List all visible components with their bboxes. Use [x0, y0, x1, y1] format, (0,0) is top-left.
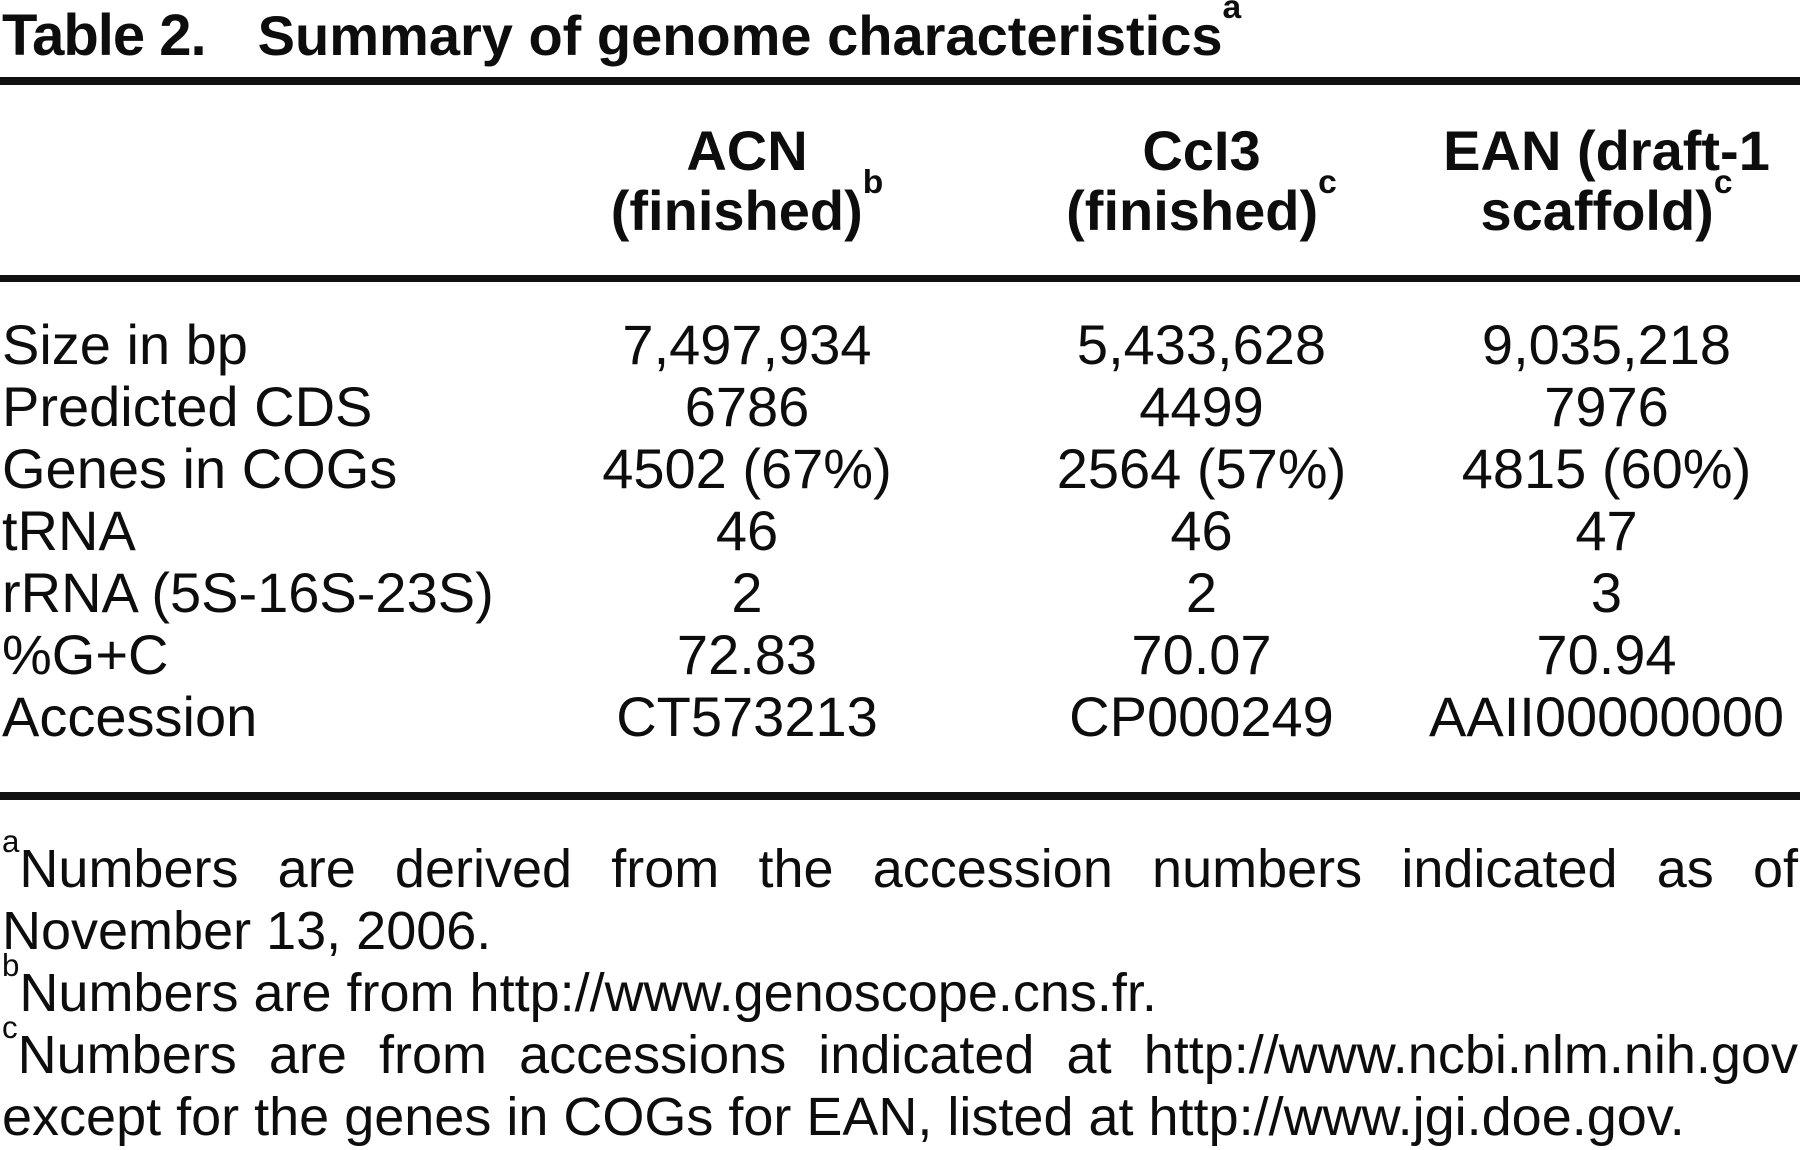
cell-value: 3: [1590, 561, 1623, 624]
table-row-size: Size in bp 7,497,934 5,433,628 9,035,218: [0, 279, 1800, 377]
cell-value: 9,035,218: [1481, 313, 1732, 376]
row-label: tRNA: [2, 499, 136, 562]
table-caption: Table 2. Summary of genome characteristic…: [0, 0, 1800, 85]
table-row-genes-in-cogs: Genes in COGs 4502 (67%) 2564 (57%) 4815…: [0, 438, 1800, 500]
table-row-accession: Accession CT573213 CP000249 AAII00000000: [0, 686, 1800, 800]
cell-value: CP000249: [990, 686, 1413, 800]
column-header-line1: ACN: [686, 119, 808, 182]
cell-value: 6786: [684, 375, 810, 438]
column-header-line2-text: scaffold): [1480, 179, 1714, 242]
cell-value: 4499: [1139, 375, 1264, 438]
footnote-c: cNumbers are from accessions indicated a…: [2, 1012, 1798, 1148]
column-header-line1: CcI3: [1142, 119, 1261, 182]
footnote-marker-a: a: [2, 823, 20, 859]
footnote-marker-c: c: [2, 1009, 18, 1045]
row-label: Predicted CDS: [2, 375, 373, 438]
column-header-acn: ACN (finished)b: [504, 85, 990, 282]
row-label: Genes in COGs: [2, 437, 398, 500]
cell-value: CT573213: [504, 686, 990, 800]
cell-value: 72.83: [676, 623, 818, 686]
table-row-rrna: rRNA (5S-16S-23S) 2 2 3: [0, 562, 1800, 624]
column-header-ean: EAN (draft-1 scaffold)c: [1413, 85, 1800, 282]
column-header-line2: scaffold)c: [1480, 166, 1732, 242]
cell-value: 2: [731, 561, 763, 624]
footnote-b: bNumbers are from http://www.genoscope.c…: [2, 950, 1798, 1024]
header-row: ACN (finished)b CcI3 (finished)c EAN (dr…: [0, 85, 1800, 282]
footnote-c-text: Numbers are from accessions indicated at…: [2, 1025, 1798, 1147]
footnote-b-text: Numbers are from http://www.genoscope.cn…: [19, 963, 1157, 1023]
table-title: Summary of genome characteristicsa: [257, 0, 1242, 68]
table-title-text: Summary of genome characteristics: [257, 4, 1223, 67]
row-label: rRNA (5S-16S-23S): [2, 561, 494, 624]
column-header-line2: (finished)b: [610, 166, 884, 242]
table-number: Table 2.: [2, 3, 207, 68]
table-row-predicted-cds: Predicted CDS 6786 4499 7976: [0, 376, 1800, 438]
footnote-a: aNumbers are derived from the accession …: [2, 826, 1798, 962]
column-header-line2-text: (finished): [610, 179, 863, 242]
cell-value: 7976: [1544, 375, 1669, 438]
column-footnote-marker: c: [1318, 163, 1337, 201]
cell-value: 7,497,934: [622, 313, 872, 376]
column-footnote-marker: c: [1713, 163, 1733, 201]
table-row-trna: tRNA 46 46 47: [0, 500, 1800, 562]
cell-value: 4502 (67%): [602, 437, 892, 500]
cell-value: 2: [1185, 561, 1218, 624]
footnote-a-text: Numbers are derived from the accession n…: [2, 839, 1798, 961]
column-footnote-marker: b: [862, 163, 884, 201]
column-header-line1: EAN (draft-1: [1443, 119, 1770, 182]
table-row-gc-percent: %G+C 72.83 70.07 70.94: [0, 624, 1800, 686]
cell-value: 4815 (60%): [1461, 437, 1752, 500]
footnote-marker-b: b: [2, 947, 20, 983]
cell-value: 70.94: [1536, 623, 1677, 686]
cell-value: 47: [1575, 499, 1638, 562]
cell-value: AAII00000000: [1413, 686, 1800, 800]
cell-value: 46: [715, 499, 779, 562]
header-cell-empty: [0, 85, 504, 282]
table-title-footnote-marker: a: [1222, 0, 1242, 26]
genome-characteristics-table: ACN (finished)b CcI3 (finished)c EAN (dr…: [0, 85, 1800, 800]
cell-value: 2564 (57%): [1056, 437, 1347, 500]
column-header-cci3: CcI3 (finished)c: [990, 85, 1413, 282]
cell-value: 46: [1170, 499, 1233, 562]
cell-value: 70.07: [1131, 623, 1272, 686]
footnotes-block: aNumbers are derived from the accession …: [0, 826, 1800, 1148]
column-header-line2: (finished)c: [1066, 166, 1337, 242]
cell-value: 5,433,628: [1076, 313, 1327, 376]
row-label: %G+C: [2, 623, 169, 686]
column-header-line2-text: (finished): [1066, 179, 1319, 242]
row-label: Accession: [0, 686, 504, 800]
row-label: Size in bp: [2, 313, 248, 376]
